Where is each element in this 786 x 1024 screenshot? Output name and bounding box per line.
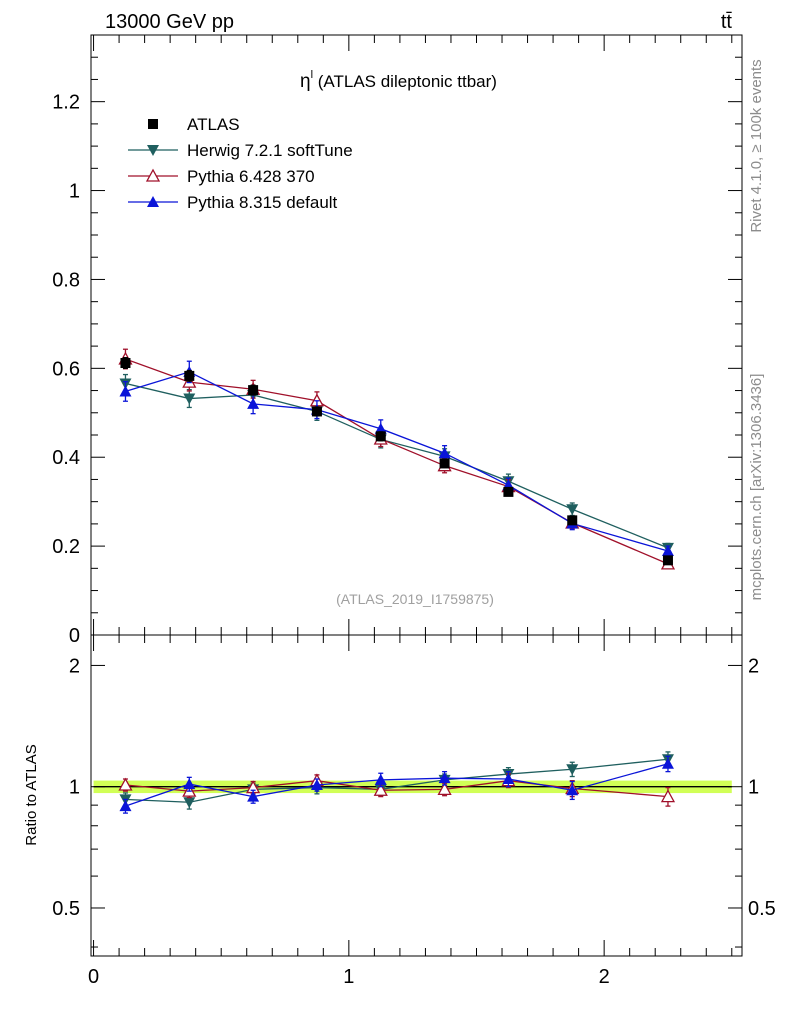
ratio-y-tick-label-right: 1 xyxy=(748,777,759,799)
ratio-panel: 0.5 0.5 1 1 2 2 0 1 2 Ratio to ATLAS xyxy=(23,634,776,988)
main-y-tick-label: 0.8 xyxy=(52,269,80,291)
ratio-point-pythia8 xyxy=(661,757,674,769)
data-point-atlas xyxy=(662,555,673,566)
ratio-y-axis-label: Ratio to ATLAS xyxy=(23,744,40,845)
analysis-tag: (ATLAS_2019_I1759875) xyxy=(336,591,494,607)
main-y-tick-label: 0.4 xyxy=(52,447,80,469)
main-y-tick-label: 0.2 xyxy=(52,536,80,558)
ratio-y-tick-label: 1 xyxy=(69,777,80,799)
ratio-y-tick-label: 2 xyxy=(69,655,80,677)
ratio-x-axis: 0 1 2 xyxy=(88,635,733,988)
ratio-y-tick-label-right: 2 xyxy=(748,655,759,677)
title-symbol: η xyxy=(300,71,311,92)
data-point-atlas xyxy=(311,406,322,417)
data-point-atlas xyxy=(439,458,450,469)
main-y-tick-label: 1.2 xyxy=(52,92,80,114)
series-atlas xyxy=(120,357,673,566)
legend-label-herwig: Herwig 7.2.1 softTune xyxy=(187,141,353,160)
data-point-pythia8 xyxy=(661,545,674,556)
ratio-point-pythia6 xyxy=(118,777,133,791)
ratio-point-pythia8 xyxy=(183,778,196,790)
series-line-pythia6 xyxy=(125,358,669,565)
series-pythia8 xyxy=(119,360,674,557)
legend-marker-atlas xyxy=(148,119,158,129)
legend-item-atlas: ATLAS xyxy=(148,115,240,134)
ratio-y-axis: 0.5 0.5 1 1 2 2 xyxy=(52,655,776,948)
ratio-y-tick-label-right: 0.5 xyxy=(748,898,776,920)
main-y-tick-label: 0.6 xyxy=(52,358,80,380)
data-point-herwig xyxy=(183,393,196,405)
data-point-pythia8 xyxy=(247,397,260,409)
legend-label-pythia8: Pythia 8.315 default xyxy=(187,193,338,212)
legend-label-pythia6: Pythia 6.428 370 xyxy=(187,167,315,186)
data-point-atlas xyxy=(248,385,259,396)
data-point-atlas xyxy=(375,431,386,442)
series-pythia6 xyxy=(118,348,676,570)
ratio-point-pythia8 xyxy=(374,773,387,785)
data-point-pythia8 xyxy=(374,422,387,434)
legend-marker-herwig xyxy=(147,145,159,156)
title-rest: (ATLAS dileptonic ttbar) xyxy=(313,72,497,91)
data-point-atlas xyxy=(120,358,131,368)
ratio-panel-frame xyxy=(90,634,743,957)
data-point-pythia8 xyxy=(119,385,132,397)
main-x-ticks xyxy=(93,35,733,635)
ratio-point-herwig xyxy=(183,797,196,809)
rivet-version-label: Rivet 4.1.0, ≥ 100k events xyxy=(748,59,765,232)
ratio-series xyxy=(118,751,676,814)
legend-marker-pythia6 xyxy=(145,168,161,182)
series-line-herwig xyxy=(125,382,669,549)
ratio-point-pythia6 xyxy=(437,781,452,796)
x-tick-label: 2 xyxy=(599,966,610,988)
main-y-tick-label: 1 xyxy=(69,181,80,203)
ratio-point-pythia8 xyxy=(438,772,451,784)
ratio-point-pythia6 xyxy=(660,789,676,803)
ratio-y-tick-label: 0.5 xyxy=(52,898,80,920)
legend-item-pythia8: Pythia 8.315 default xyxy=(128,193,338,212)
data-point-herwig xyxy=(566,504,579,516)
title-superscript: l xyxy=(311,69,313,81)
data-point-atlas xyxy=(567,515,578,526)
ratio-point-pythia8 xyxy=(310,778,323,790)
x-tick-label: 1 xyxy=(343,966,354,988)
ratio-point-pythia6 xyxy=(373,782,388,796)
main-y-axis: 0 0.2 0.4 0.6 0.8 1 1.2 xyxy=(52,34,742,647)
series-herwig xyxy=(119,373,674,554)
ratio-series-herwig xyxy=(119,751,674,810)
ratio-point-pythia8 xyxy=(502,773,515,785)
data-point-atlas xyxy=(503,486,514,497)
ratio-point-pythia8 xyxy=(566,784,579,796)
legend-marker-pythia8 xyxy=(147,196,159,207)
legend: ATLAS Herwig 7.2.1 softTune Pythia 6.428 3… xyxy=(128,115,353,212)
data-point-pythia8 xyxy=(438,447,451,459)
ratio-point-pythia8 xyxy=(247,790,260,802)
series-line-pythia8 xyxy=(125,371,669,552)
data-point-atlas xyxy=(184,370,195,381)
legend-item-herwig: Herwig 7.2.1 softTune xyxy=(128,141,353,160)
main-panel: 0 0.2 0.4 0.6 0.8 1 1.2 ηl (ATLAS dileptonic t… xyxy=(52,34,743,647)
ratio-series-pythia8 xyxy=(119,755,674,814)
header-process-label: tt̄ xyxy=(721,11,733,33)
main-series xyxy=(118,348,676,570)
plot-title: ηl (ATLAS dileptonic ttbar) xyxy=(300,69,497,92)
legend-label-atlas: ATLAS xyxy=(187,115,240,134)
legend-item-pythia6: Pythia 6.428 370 xyxy=(128,167,315,186)
x-tick-label: 0 xyxy=(88,966,99,988)
header-energy-label: 13000 GeV pp xyxy=(105,11,234,33)
ratio-point-pythia8 xyxy=(119,800,132,812)
ratio-point-herwig xyxy=(566,764,579,776)
mcplots-label: mcplots.cern.ch [arXiv:1306.3436] xyxy=(748,374,765,601)
main-y-tick-label: 0 xyxy=(69,625,80,647)
